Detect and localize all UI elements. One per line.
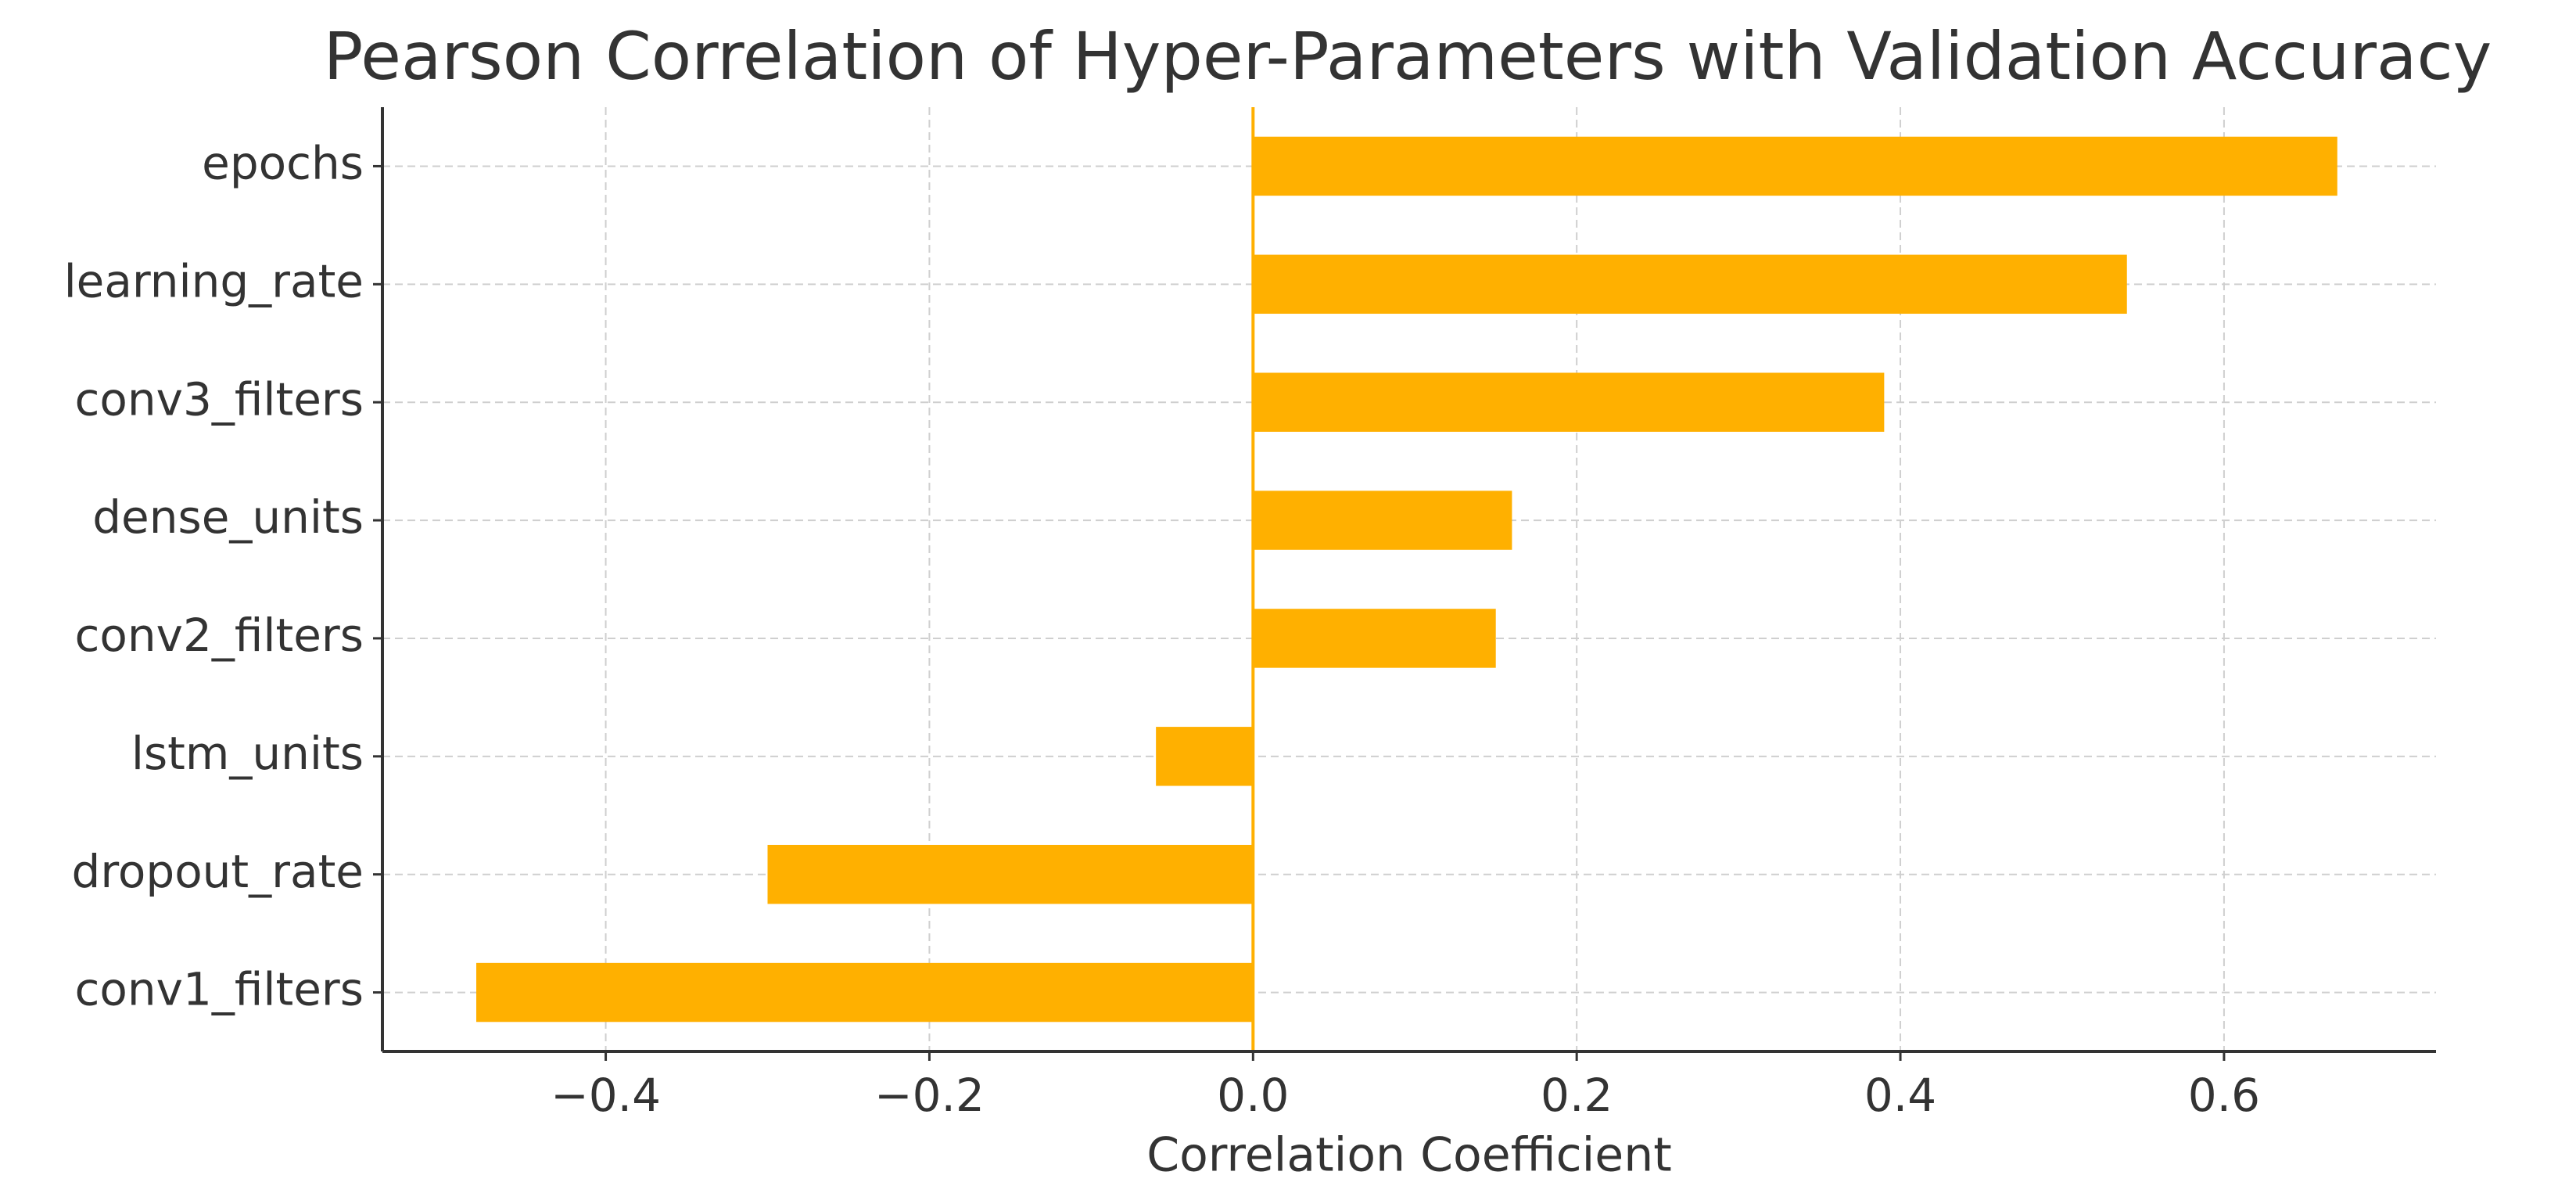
bar — [1253, 372, 1885, 432]
x-tick-label: 0.6 — [2188, 1069, 2260, 1122]
bar — [1253, 136, 2337, 196]
bar — [1253, 609, 1496, 668]
y-tick-label: epochs — [202, 137, 364, 190]
y-tick-label: conv2_filters — [75, 609, 364, 662]
y-tick-label: learning_rate — [64, 254, 364, 307]
x-tick-label: 0.4 — [1864, 1069, 1936, 1122]
bar — [1156, 727, 1254, 786]
y-tick-label: dense_units — [92, 491, 364, 544]
x-tick-label: −0.4 — [551, 1069, 661, 1122]
y-tick-label: conv1_filters — [75, 963, 364, 1016]
y-tick-label: lstm_units — [131, 727, 364, 780]
x-tick-label: −0.2 — [874, 1069, 985, 1122]
x-axis-label: Correlation Coefficient — [1146, 1128, 1672, 1183]
bar — [1253, 254, 2127, 314]
y-tick-label: conv3_filters — [75, 372, 364, 426]
y-tick-label: dropout_rate — [72, 845, 364, 898]
x-tick-label: 0.0 — [1217, 1069, 1289, 1122]
bar — [1253, 491, 1512, 550]
bar — [476, 962, 1254, 1023]
chart-title: Pearson Correlation of Hyper-Parameters … — [324, 18, 2492, 95]
x-tick-label: 0.2 — [1541, 1069, 1613, 1122]
bar — [767, 844, 1254, 904]
